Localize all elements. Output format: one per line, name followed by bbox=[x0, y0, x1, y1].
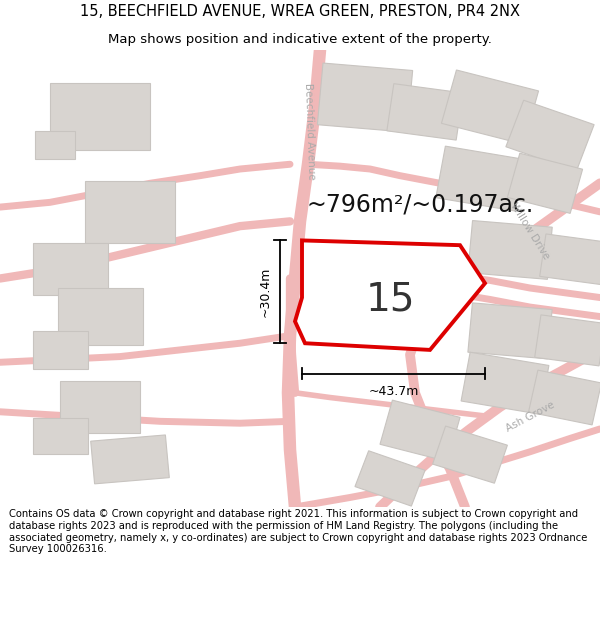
Polygon shape bbox=[442, 70, 539, 144]
Text: Contains OS data © Crown copyright and database right 2021. This information is : Contains OS data © Crown copyright and d… bbox=[9, 509, 587, 554]
Text: 15, BEECHFIELD AVENUE, WREA GREEN, PRESTON, PR4 2NX: 15, BEECHFIELD AVENUE, WREA GREEN, PREST… bbox=[80, 4, 520, 19]
Polygon shape bbox=[355, 451, 425, 506]
Polygon shape bbox=[323, 253, 388, 304]
Polygon shape bbox=[535, 315, 600, 366]
Polygon shape bbox=[468, 221, 552, 279]
Polygon shape bbox=[461, 352, 549, 414]
Polygon shape bbox=[32, 242, 107, 295]
Polygon shape bbox=[506, 100, 594, 171]
Polygon shape bbox=[539, 234, 600, 285]
Text: ~30.4m: ~30.4m bbox=[259, 267, 272, 317]
Polygon shape bbox=[387, 84, 463, 140]
Polygon shape bbox=[529, 370, 600, 425]
Polygon shape bbox=[32, 418, 88, 454]
Polygon shape bbox=[436, 146, 524, 211]
Polygon shape bbox=[295, 241, 485, 350]
Text: 15: 15 bbox=[365, 281, 415, 319]
Polygon shape bbox=[433, 426, 508, 483]
Polygon shape bbox=[60, 381, 140, 433]
Polygon shape bbox=[35, 131, 75, 159]
Polygon shape bbox=[508, 153, 583, 213]
Text: Willow Drive: Willow Drive bbox=[509, 201, 551, 261]
Text: Beechfield Avenue: Beechfield Avenue bbox=[304, 82, 317, 179]
Text: ~796m²/~0.197ac.: ~796m²/~0.197ac. bbox=[307, 192, 533, 216]
Polygon shape bbox=[380, 400, 460, 461]
Polygon shape bbox=[91, 435, 169, 484]
Text: ~43.7m: ~43.7m bbox=[368, 385, 419, 398]
Text: Ash Grove: Ash Grove bbox=[504, 399, 556, 434]
Polygon shape bbox=[32, 331, 88, 369]
Text: Map shows position and indicative extent of the property.: Map shows position and indicative extent… bbox=[108, 32, 492, 46]
Polygon shape bbox=[85, 181, 175, 243]
Polygon shape bbox=[468, 303, 552, 359]
Polygon shape bbox=[50, 83, 150, 150]
Polygon shape bbox=[317, 63, 413, 132]
Polygon shape bbox=[58, 288, 143, 345]
